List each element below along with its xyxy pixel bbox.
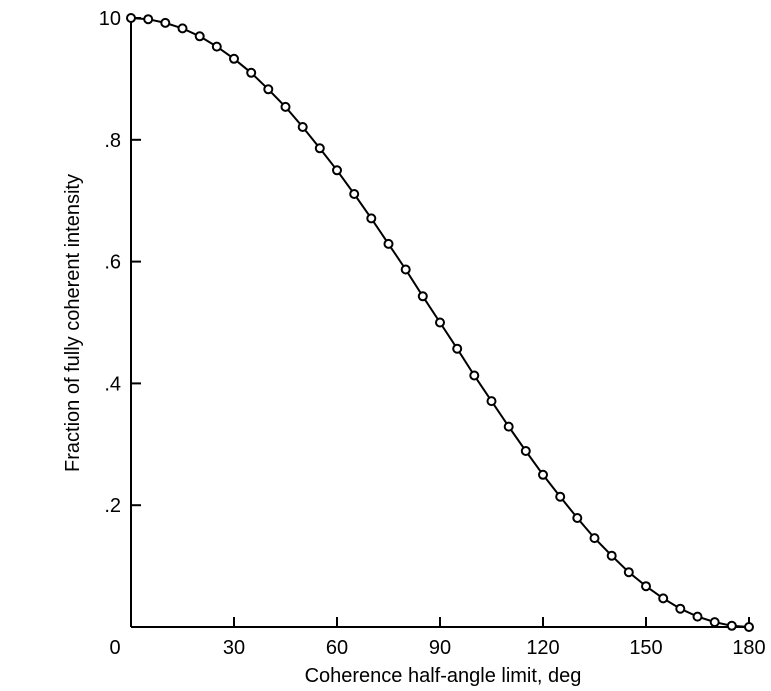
data-point: [144, 15, 152, 23]
y-axis-title: Fraction of fully coherent intensity: [62, 174, 84, 472]
data-point: [522, 447, 530, 455]
y-tick-label: .6: [104, 252, 121, 274]
x-axis-title: Coherence half-angle limit, deg: [305, 665, 582, 687]
data-point: [350, 190, 358, 198]
y-tick-label: 10: [99, 8, 121, 30]
y-tick-label: .8: [104, 130, 121, 152]
x-tick-label: 0: [109, 637, 120, 659]
data-point: [745, 623, 753, 631]
data-point: [385, 240, 393, 248]
data-point: [161, 19, 169, 27]
ticks: 0 30 60 90 120 150 180 10 .8 .6 .4 .2: [99, 8, 766, 659]
data-point: [367, 214, 375, 222]
x-tick-label: 120: [526, 637, 559, 659]
data-point: [642, 582, 650, 590]
x-tick-label: 60: [326, 637, 348, 659]
x-tick-label: 150: [629, 637, 662, 659]
y-tick-label: .4: [104, 373, 121, 395]
data-point: [247, 69, 255, 77]
data-point: [573, 514, 581, 522]
x-tick-label: 180: [732, 637, 765, 659]
data-point: [230, 55, 238, 63]
data-point: [333, 166, 341, 174]
data-point: [127, 14, 135, 22]
data-point: [505, 423, 513, 431]
data-point: [676, 605, 684, 613]
data-point: [659, 594, 667, 602]
x-tick-label: 30: [223, 637, 245, 659]
data-point: [196, 32, 204, 40]
data-point: [264, 85, 272, 93]
data-point: [316, 144, 324, 152]
data-point: [694, 613, 702, 621]
data-point: [711, 618, 719, 626]
data-point: [728, 622, 736, 630]
data-point: [470, 372, 478, 380]
data-point: [608, 552, 616, 560]
data-point: [402, 266, 410, 274]
y-tick-label: .2: [104, 495, 121, 517]
data-point: [453, 345, 461, 353]
data-point: [213, 43, 221, 51]
x-tick-label: 90: [429, 637, 451, 659]
data-point: [488, 397, 496, 405]
data-point: [556, 493, 564, 501]
data-point: [436, 319, 444, 327]
data-point: [625, 568, 633, 576]
data-point: [179, 24, 187, 32]
data-point: [282, 103, 290, 111]
data-point: [419, 292, 427, 300]
data-point: [299, 123, 307, 131]
data-point: [591, 534, 599, 542]
data-point: [539, 471, 547, 479]
data-points: [127, 14, 753, 631]
